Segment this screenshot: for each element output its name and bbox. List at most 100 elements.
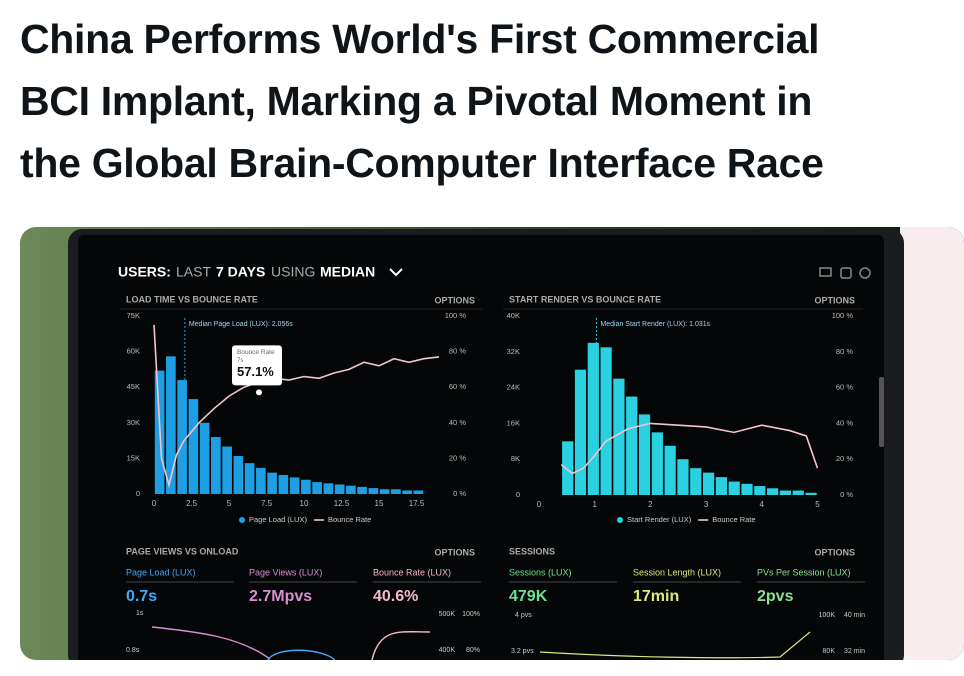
options-button: OPTIONS (434, 547, 475, 557)
y2-tick-label: 80 % (836, 347, 853, 356)
bar (600, 347, 612, 495)
legend-label: Page Load (LUX) (249, 515, 307, 524)
bar (289, 477, 300, 494)
axis-label: 80% (466, 647, 480, 654)
median-label: Median Page Load (LUX): 2.056s (189, 321, 293, 328)
dashboard-title: 7 DAYS (216, 264, 265, 280)
line (560, 422, 819, 475)
y2-tick-label: 20 % (836, 454, 853, 463)
options-button: OPTIONS (814, 295, 855, 305)
kpi-label: Page Load (LUX) (126, 567, 196, 577)
kpi-label: Bounce Rate (LUX) (373, 567, 451, 577)
y-tick-label: 32K (507, 347, 520, 356)
bar (222, 446, 232, 494)
screen (78, 235, 884, 660)
kpi-label: PVs Per Session (LUX) (757, 567, 851, 577)
legend-swatch (617, 517, 623, 523)
axis-label: 3.2 pvs (511, 648, 534, 655)
y-tick-label: 60K (127, 347, 140, 356)
bar (278, 475, 289, 494)
y2-tick-label: 60 % (449, 382, 466, 391)
x-tick-label: 0 (537, 500, 542, 509)
bar (391, 489, 401, 494)
sparkline (267, 649, 336, 660)
median-label: Median Start Render (LUX): 1.031s (600, 321, 710, 328)
bar (413, 490, 424, 494)
y2-tick-label: 0 % (453, 489, 466, 498)
bar (767, 488, 779, 495)
bar (357, 486, 367, 494)
x-tick-label: 0 (152, 499, 157, 508)
y-tick-label: 8K (511, 454, 520, 463)
bar (244, 463, 255, 494)
options-button: OPTIONS (814, 547, 855, 557)
axis-label: 500K (439, 611, 456, 618)
x-tick-label: 17.5 (409, 499, 425, 508)
dashboard-title: LAST (176, 264, 211, 280)
x-tick-label: 5 (815, 500, 820, 509)
axis-label: 40 min (844, 612, 865, 619)
bar (562, 441, 574, 495)
kpi-value: 40.6% (373, 588, 418, 605)
headline-line: the Global Brain-Computer Interface Race (20, 140, 824, 186)
y-tick-label: 45K (127, 382, 140, 391)
x-tick-label: 10 (300, 499, 309, 508)
x-tick-label: 4 (760, 500, 765, 509)
y2-tick-label: 40 % (449, 418, 466, 427)
headline-line: BCI Implant, Marking a Pivotal Moment in (20, 78, 813, 124)
bar (664, 445, 676, 495)
bar (626, 396, 638, 495)
dashboard-title: USERS: (118, 264, 171, 280)
bar (792, 490, 804, 495)
sparkline (151, 626, 271, 660)
bar (166, 356, 176, 494)
axis-label: 32 min (844, 648, 865, 655)
x-tick-label: 2.5 (186, 499, 198, 508)
bar (346, 485, 356, 494)
y-tick-label: 30K (127, 418, 140, 427)
bar (323, 483, 334, 494)
kpi-value: 479K (509, 588, 548, 605)
bar (334, 484, 345, 494)
bar (690, 468, 702, 495)
article-image[interactable]: USERS: LAST 7 DAYS USING MEDIAN LOAD TIME VS … (20, 227, 964, 660)
x-tick-label: 2 (648, 500, 653, 509)
bar (233, 456, 244, 494)
axis-label: 1s (136, 610, 144, 617)
sparkline (539, 631, 811, 659)
bar (199, 422, 210, 494)
bar (741, 483, 753, 495)
bar (613, 378, 625, 495)
bar (312, 482, 322, 494)
axis-label: 80K (823, 648, 836, 655)
bar (256, 467, 266, 494)
axis-label: 4 pvs (515, 612, 532, 619)
bar (188, 399, 199, 494)
y-tick-label: 0 (136, 489, 140, 498)
bar (754, 486, 766, 495)
y-tick-label: 16K (507, 418, 520, 427)
panel-title: SESSIONS (509, 546, 555, 556)
legend-label: Bounce Rate (712, 515, 755, 524)
bar (638, 414, 651, 495)
bar (715, 477, 727, 495)
y2-tick-label: 80 % (449, 347, 466, 356)
bar (574, 369, 587, 495)
x-tick-label: 12.5 (334, 499, 350, 508)
scrollbar (879, 377, 884, 447)
sparkline (371, 631, 431, 660)
x-tick-label: 5 (227, 499, 232, 508)
kpi-value: 17min (633, 588, 679, 605)
bar (805, 492, 817, 495)
bar (301, 479, 311, 494)
bar (402, 490, 412, 494)
bar (177, 380, 187, 494)
x-tick-label: 15 (375, 499, 384, 508)
bar (587, 342, 599, 495)
y2-tick-label: 60 % (836, 383, 853, 392)
legend-swatch (239, 517, 245, 523)
x-tick-label: 1 (592, 500, 597, 509)
axis-label: 100% (462, 611, 480, 618)
y-tick-label: 40K (507, 311, 520, 320)
